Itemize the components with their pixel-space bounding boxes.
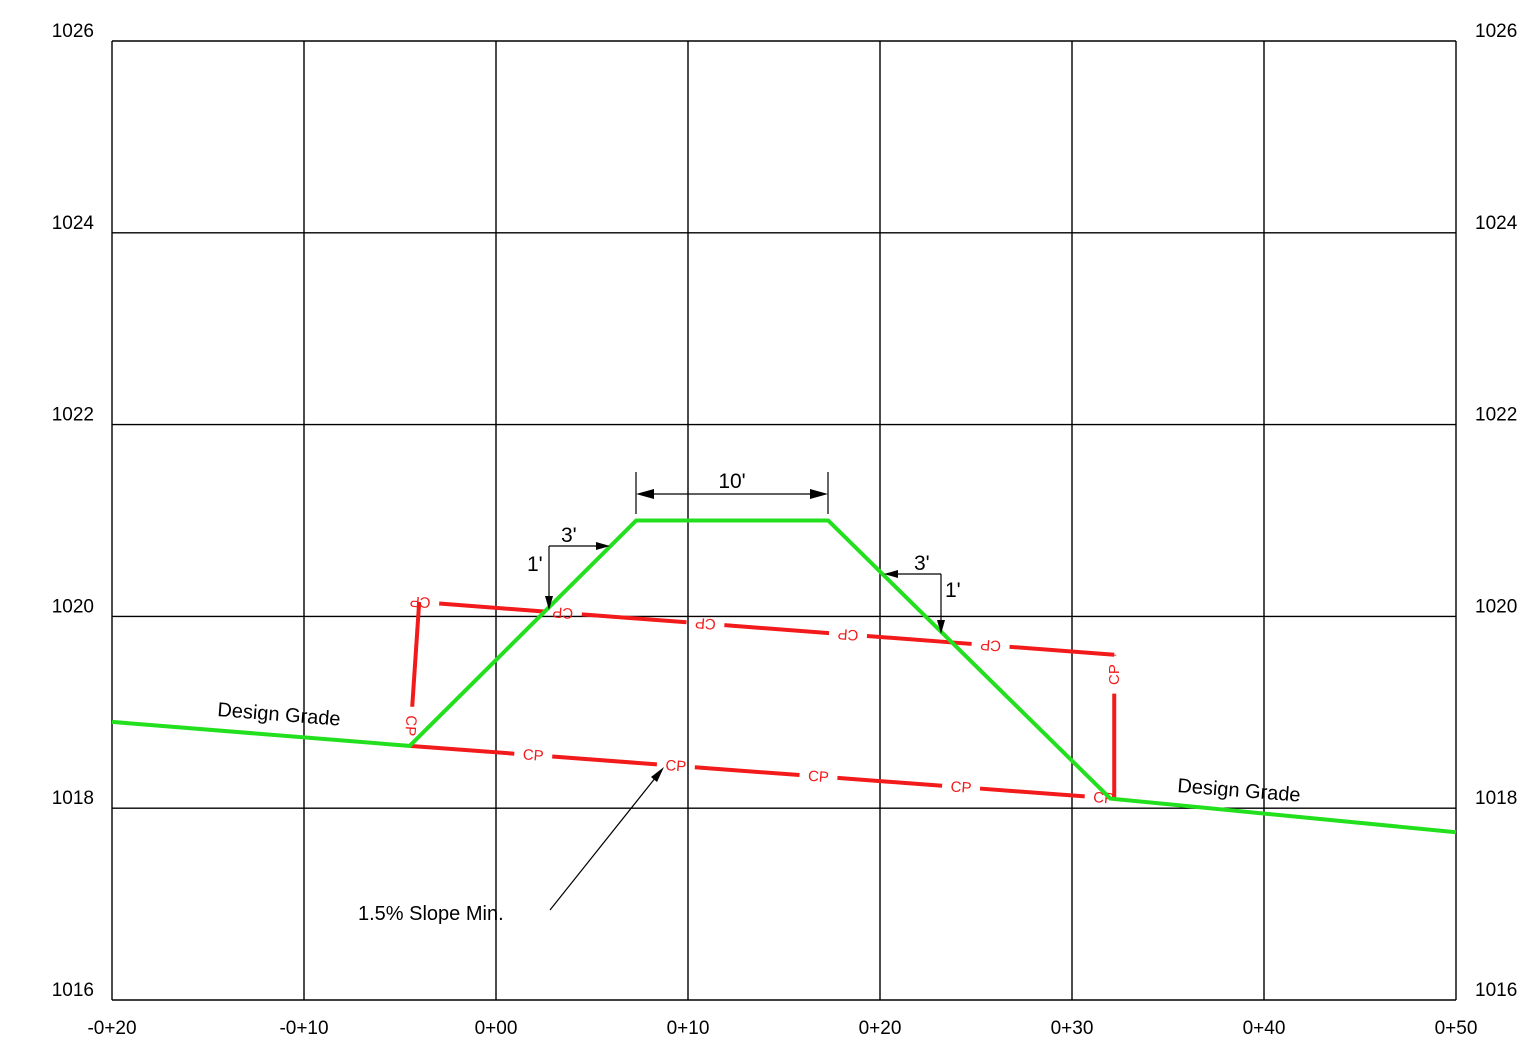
elevation-axis-right: 1026 1024 1022 1020 1018 1016 [1475,21,1518,1001]
design-grade-right-label: Design Grade [1177,775,1302,807]
cp-label: CP [694,614,716,633]
grid [111,40,1457,1001]
cp-line-segment [866,633,972,646]
cp-line-segment [979,786,1085,799]
slope-note-label: 1.5% Slope Min. [358,903,504,925]
elevation-tick-label: 1026 [1475,21,1517,42]
arrow-up-right-icon [651,767,664,782]
left-run-label: 3' [561,524,577,547]
cp-label: CP [665,757,687,776]
cp-label: CP [1093,789,1115,808]
cp-label: CP [552,603,574,622]
arrow-left-icon [636,489,654,499]
cp-line-segment [694,765,800,778]
arrow-left-icon [884,570,898,578]
right-run-label: 3' [914,552,930,575]
elevation-tick-label: 1020 [1475,596,1517,617]
cp-line-segment [581,612,687,625]
elevation-tick-label: 1016 [1475,980,1517,1001]
arrow-down-icon [545,596,553,610]
cp-line-segment [837,775,943,788]
station-tick-label: 0+50 [1435,1018,1478,1039]
slope-note-leader [549,771,661,911]
elevation-tick-label: 1024 [52,213,95,234]
cp-label: CP [837,625,859,644]
station-tick-label: 0+40 [1243,1018,1286,1039]
slope-note: 1.5% Slope Min. [358,767,664,925]
elevation-axis-left: 1026 1024 1022 1020 1018 1016 [52,21,95,1001]
cp-label: CP [980,636,1002,655]
station-tick-label: 0+00 [475,1018,518,1039]
station-tick-label: 0+10 [667,1018,710,1039]
cp-label: CP [401,715,419,737]
elevation-tick-label: 1016 [52,980,94,1001]
cp-label: CP [950,778,972,797]
elevation-tick-label: 1024 [1475,213,1518,234]
cp-line-segment [1009,644,1115,657]
control-point-outline: CP CP CP CP CP CP CP CP CP CP CP CP [401,592,1123,807]
top-width-label: 10' [718,470,745,493]
elevation-tick-label: 1026 [52,21,94,42]
station-tick-label: 0+20 [859,1018,902,1039]
right-slope-indicator: 3' 1' [884,552,961,634]
arrow-right-icon [596,542,610,550]
station-tick-label: -0+10 [279,1018,328,1039]
cp-label: CP [409,592,431,611]
cp-line-segment [409,743,515,756]
elevation-tick-label: 1018 [1475,788,1517,809]
cp-line-segment [724,623,830,636]
cp-label: CP [807,768,829,787]
arrow-right-icon [810,489,828,499]
elevation-tick-label: 1020 [52,596,94,617]
design-grade-left-label: Design Grade [217,699,342,731]
elevation-tick-label: 1022 [1475,405,1517,426]
elevation-tick-label: 1022 [52,405,94,426]
station-axis: -0+20 -0+10 0+00 0+10 0+20 0+30 0+40 0+50 [87,1018,1477,1039]
left-rise-label: 1' [527,553,543,576]
elevation-tick-label: 1018 [52,788,94,809]
cp-line-segment [439,601,545,614]
cp-line-segment [410,601,422,707]
arrow-down-icon [937,620,945,634]
station-tick-label: -0+20 [87,1018,136,1039]
right-rise-label: 1' [945,579,961,602]
top-width-dimension: 10' [635,470,829,514]
left-slope-indicator: 3' 1' [527,524,610,610]
cp-label: CP [1106,664,1123,685]
cp-line-segment [552,754,658,767]
design-grade-profile [111,518,1457,835]
cp-label: CP [522,746,544,765]
station-tick-label: 0+30 [1051,1018,1094,1039]
